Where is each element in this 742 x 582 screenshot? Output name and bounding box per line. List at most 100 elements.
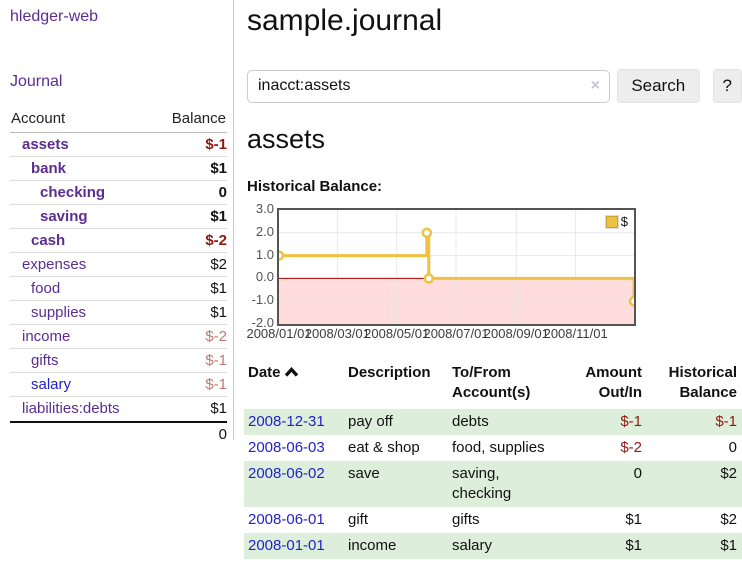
date-column-header[interactable]: Date xyxy=(244,361,344,409)
transaction-amount: $-2 xyxy=(576,435,647,461)
y-axis-tick-label: -1.0 xyxy=(244,292,274,307)
account-row-assets: assets$-1 xyxy=(10,133,227,157)
account-column-header: Account xyxy=(11,110,65,127)
accounts-table: Account Balance assets$-1bank$1checking0… xyxy=(10,108,227,445)
search-form: × Search ? xyxy=(247,69,742,103)
accounts-column-header[interactable]: To/From Account(s) xyxy=(448,361,576,409)
balance-column-header-main[interactable]: Historical Balance xyxy=(647,361,742,409)
account-rows: assets$-1bank$1checking0saving$1cash$-2e… xyxy=(10,133,227,421)
x-axis-tick-label: 2008/01/01 xyxy=(246,326,311,341)
sidebar-divider xyxy=(233,0,234,440)
transaction-balance: $-1 xyxy=(647,409,742,435)
transaction-accounts: food, supplies xyxy=(448,435,576,461)
transaction-row: 2008-01-01incomesalary$1$1 xyxy=(244,533,742,559)
y-axis-tick-label: 0.0 xyxy=(244,269,274,284)
account-row-salary: salary$-1 xyxy=(10,373,227,397)
account-link[interactable]: assets xyxy=(10,133,69,156)
account-row-gifts: gifts $-1 xyxy=(10,349,227,373)
x-axis-tick-label: 2008/11/01 xyxy=(544,326,608,341)
transaction-date-link[interactable]: 2008-12-31 xyxy=(244,409,344,435)
sidebar-item-journal[interactable]: Journal xyxy=(10,73,62,91)
account-link[interactable]: income xyxy=(10,325,70,348)
amount-column-header[interactable]: Amount Out/In xyxy=(576,361,647,409)
transaction-accounts: gifts xyxy=(448,507,576,533)
x-axis-tick-label: 2008/07/01 xyxy=(423,326,488,341)
balance-chart: 3.02.01.00.0-1.0-2.0 $ 2008/01/012008/03… xyxy=(244,203,714,345)
y-axis-tick-label: 1.0 xyxy=(244,247,274,262)
accounts-table-header: Account Balance xyxy=(10,108,227,133)
balance-column-header: Balance xyxy=(172,110,226,127)
account-link[interactable]: expenses xyxy=(10,253,86,276)
search-input-wrap: × xyxy=(247,70,610,103)
sort-ascending-icon xyxy=(285,363,298,383)
transaction-balance: $2 xyxy=(647,461,742,507)
transaction-row: 2008-06-01giftgifts$1$2 xyxy=(244,507,742,533)
transaction-balance: $1 xyxy=(647,533,742,559)
transaction-description: gift xyxy=(344,507,448,533)
description-column-header[interactable]: Description xyxy=(344,361,448,409)
current-account-heading: assets xyxy=(247,124,742,155)
account-link[interactable]: supplies xyxy=(10,301,86,324)
transaction-balance: 0 xyxy=(647,435,742,461)
register-table: Date Description To/From Account(s) Amou… xyxy=(244,361,742,559)
transaction-accounts: salary xyxy=(448,533,576,559)
help-button[interactable]: ? xyxy=(713,69,742,103)
account-row-supplies: supplies$1 xyxy=(10,301,227,325)
transaction-description: save xyxy=(344,461,448,507)
account-link[interactable]: saving xyxy=(10,205,88,228)
y-axis-tick-label: 2.0 xyxy=(244,224,274,239)
transaction-row: 2008-06-02savesaving, checking0$2 xyxy=(244,461,742,507)
transaction-row: 2008-12-31pay offdebts$-1$-1 xyxy=(244,409,742,435)
app-title-link[interactable]: hledger-web xyxy=(10,8,98,26)
account-link[interactable]: salary xyxy=(10,373,71,396)
account-row-expenses: expenses $2 xyxy=(10,253,227,277)
account-balance: $-2 xyxy=(205,229,227,252)
search-input[interactable] xyxy=(247,70,610,103)
transaction-date-link[interactable]: 2008-06-02 xyxy=(244,461,344,507)
hledger-web-page: hledger-web Journal Account Balance asse… xyxy=(0,0,742,582)
chart-legend: $ xyxy=(604,213,630,230)
account-row-liabilities-debts: liabilities:debts $1 xyxy=(10,397,227,421)
account-link[interactable]: bank xyxy=(10,157,66,180)
series-swatch-icon xyxy=(606,216,618,228)
account-row-checking: checking 0 xyxy=(10,181,227,205)
y-axis-tick-label: 3.0 xyxy=(244,201,274,216)
account-balance: $-2 xyxy=(205,325,227,348)
x-axis-tick-label: 2008/09/01 xyxy=(484,326,549,341)
chart-plot: $ xyxy=(277,208,636,326)
x-axis-tick-label: 2008/03/01 xyxy=(305,326,370,341)
transaction-date-link[interactable]: 2008-06-01 xyxy=(244,507,344,533)
account-link[interactable]: liabilities:debts xyxy=(10,397,120,420)
account-balance: 0 xyxy=(219,181,227,204)
sidebar: hledger-web Journal Account Balance asse… xyxy=(0,0,233,582)
account-row-cash: cash $-2 xyxy=(10,229,227,253)
series-legend-label: $ xyxy=(621,214,628,229)
clear-search-icon[interactable]: × xyxy=(591,77,600,95)
transaction-date-link[interactable]: 2008-01-01 xyxy=(244,533,344,559)
transaction-date-link[interactable]: 2008-06-03 xyxy=(244,435,344,461)
transaction-description: pay off xyxy=(344,409,448,435)
x-axis-tick-label: 2008/05/01 xyxy=(364,326,429,341)
transaction-row: 2008-06-03eat & shopfood, supplies$-20 xyxy=(244,435,742,461)
account-link[interactable]: checking xyxy=(10,181,105,204)
accounts-total-value: 0 xyxy=(219,423,227,445)
account-balance: $1 xyxy=(210,277,227,300)
transaction-description: eat & shop xyxy=(344,435,448,461)
transaction-amount: 0 xyxy=(576,461,647,507)
transaction-amount: $-1 xyxy=(576,409,647,435)
search-button[interactable]: Search xyxy=(617,69,700,103)
account-balance: $2 xyxy=(210,253,227,276)
account-link[interactable]: food xyxy=(10,277,60,300)
page-title: sample.journal xyxy=(247,4,742,38)
account-row-saving: saving $1 xyxy=(10,205,227,229)
accounts-total-row: 0 xyxy=(10,421,227,445)
account-balance: $-1 xyxy=(205,349,227,372)
account-link[interactable]: gifts xyxy=(10,349,59,372)
account-balance: $1 xyxy=(210,157,227,180)
transaction-balance: $2 xyxy=(647,507,742,533)
account-link[interactable]: cash xyxy=(10,229,65,252)
account-row-food: food $1 xyxy=(10,277,227,301)
register-header-row: Date Description To/From Account(s) Amou… xyxy=(244,361,742,409)
account-balance: $1 xyxy=(210,205,227,228)
account-balance: $1 xyxy=(210,397,227,420)
